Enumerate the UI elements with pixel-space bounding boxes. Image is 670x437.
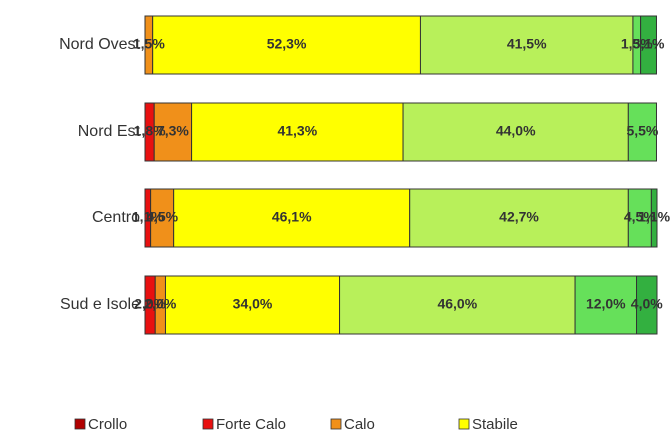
bar-segment: [339, 275, 576, 335]
data-label: 1,5%: [133, 36, 165, 52]
category-label: Nord Est: [78, 123, 141, 140]
data-label: 52,3%: [267, 36, 307, 52]
data-label: 41,3%: [277, 123, 317, 139]
legend-swatch: [330, 418, 342, 430]
category-label: Nord Ovest: [59, 36, 140, 53]
data-label: 3,1%: [633, 36, 665, 52]
data-label: 44,0%: [496, 123, 536, 139]
bar-segment: [627, 102, 657, 162]
data-label: 41,5%: [507, 36, 547, 52]
legend-label: Calo: [344, 416, 375, 432]
data-label: 1,5%: [621, 36, 653, 52]
legend-label: Forte Calo: [216, 416, 286, 432]
data-label: 1,1%: [638, 209, 670, 225]
legend-label: Crollo: [88, 416, 127, 432]
bar-segment: [636, 275, 658, 335]
legend-swatch: [74, 418, 86, 430]
data-label: 2,0%: [134, 296, 166, 312]
bar-segment: [164, 275, 341, 335]
bar-segment: [419, 15, 634, 75]
data-label: 1,8%: [134, 123, 166, 139]
bar-segment: [574, 275, 638, 335]
bar-segment: [640, 15, 657, 75]
legend-swatch: [458, 418, 470, 430]
legend-swatch: [202, 418, 214, 430]
data-label: 1,1%: [132, 209, 164, 225]
category-label: Centro: [92, 209, 140, 226]
data-label: 4,5%: [146, 209, 178, 225]
data-label: 4,0%: [631, 296, 663, 312]
data-label: 2,0%: [144, 296, 176, 312]
data-label: 12,0%: [586, 296, 626, 312]
bar-segment: [173, 188, 411, 248]
legend-label: Stabile: [472, 416, 518, 432]
bar-segment: [409, 188, 629, 248]
bar-segment: [191, 102, 404, 162]
category-label: Sud e Isole: [60, 296, 140, 313]
data-label: 46,0%: [437, 296, 477, 312]
data-label: 46,1%: [272, 209, 312, 225]
data-label: 5,5%: [626, 123, 658, 139]
data-label: 34,0%: [233, 296, 273, 312]
bar-segment: [650, 188, 658, 248]
data-label: 42,7%: [499, 209, 539, 225]
data-label: 7,3%: [157, 123, 189, 139]
data-label: 4,5%: [624, 209, 656, 225]
